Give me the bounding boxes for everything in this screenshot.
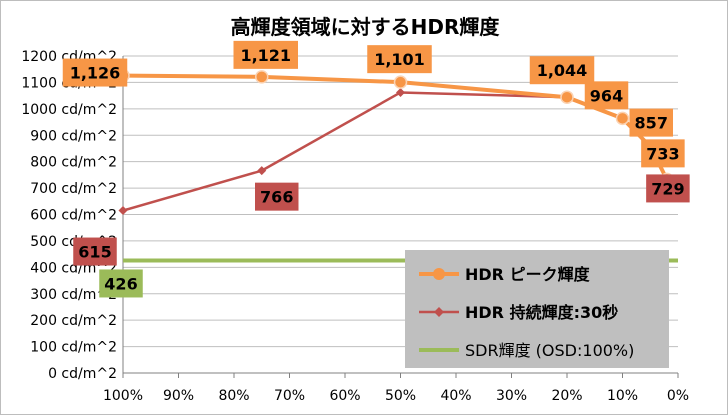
x-tick-label: 20% [551,388,582,404]
x-tick-label: 60% [329,388,360,404]
peak-point-marker [255,70,269,84]
data-label: 964 [590,86,623,105]
y-tick-label: 100 cd/m^2 [30,340,117,356]
x-tick-label: 30% [496,388,527,404]
y-tick-label: 600 cd/m^2 [30,208,117,224]
data-label: 426 [104,274,137,293]
peak-point-marker [615,111,630,126]
data-label: 1,044 [537,61,588,80]
sustained-point-marker [118,206,128,216]
legend-swatch-marker [434,307,444,317]
data-label: 1,101 [374,50,425,69]
peak-point-marker [560,90,574,104]
y-tick-label: 300 cd/m^2 [30,287,117,303]
x-tick-label: 100% [103,388,143,404]
x-tick-label: 70% [274,388,305,404]
x-tick-label: 90% [163,388,194,404]
y-tick-label: 200 cd/m^2 [30,313,117,329]
series-line-1 [122,91,669,212]
legend-entry-label: HDR ピーク輝度 [465,265,591,284]
chart-title: 高輝度領域に対するHDR輝度 [231,15,501,39]
data-label: 1,121 [240,46,291,65]
y-tick-label: 800 cd/m^2 [30,155,117,171]
data-label: 1,126 [70,64,121,83]
data-label-box [529,56,595,85]
legend-entry-label: HDR 持続輝度:30秒 [465,303,618,322]
sustained-point-marker [257,166,267,176]
legend-swatch-marker [433,268,445,280]
data-label-box [646,174,690,203]
data-label-box [233,40,298,69]
data-label-box [367,45,432,74]
legend-entry-label: SDR輝度 (OSD:100%) [465,341,634,360]
y-tick-label: 900 cd/m^2 [30,128,117,144]
x-tick-label: 40% [440,388,471,404]
data-label-box [629,108,673,137]
y-tick-label: 700 cd/m^2 [30,181,117,197]
data-label: 729 [651,179,684,198]
x-tick-label: 50% [385,388,416,404]
data-label: 766 [260,188,293,207]
x-tick-label: 80% [218,388,249,404]
x-tick-label: 10% [607,388,638,404]
data-label-box [73,237,117,266]
legend: HDR ピーク輝度 HDR 持続輝度:30秒 SDR輝度 (OSD:100%) [405,250,669,368]
data-label: 615 [78,243,111,262]
data-label-box [584,81,629,110]
data-label-box [62,58,128,87]
data-label-box [641,139,685,168]
y-tick-label: 0 cd/m^2 [48,366,117,382]
data-label-box [99,269,143,298]
data-label: 733 [646,144,679,163]
data-label-box [255,182,299,211]
y-tick-label: 1000 cd/m^2 [21,102,117,118]
sustained-point-marker [396,87,405,97]
peak-point-marker [393,75,408,89]
data-label: 857 [635,114,668,133]
x-tick-label: 0% [667,388,689,404]
